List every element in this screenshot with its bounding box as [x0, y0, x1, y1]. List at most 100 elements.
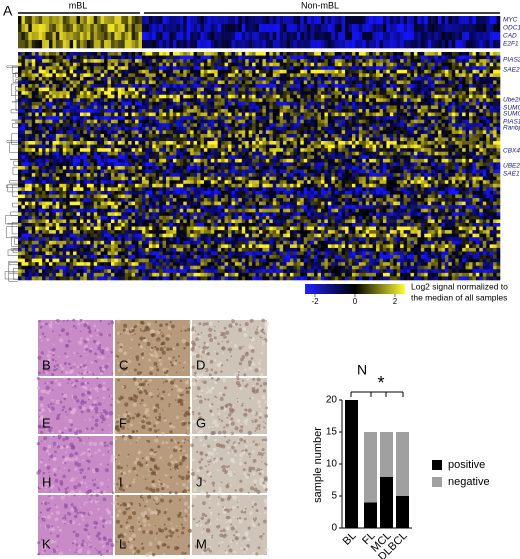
heatmap-cell	[162, 105, 167, 110]
heatmap-cell	[217, 109, 222, 113]
heatmap-cell	[310, 76, 315, 81]
heatmap-cell	[479, 69, 484, 74]
heatmap-cell	[18, 66, 22, 71]
heatmap-cell	[207, 155, 212, 160]
heatmap-cell	[121, 40, 126, 49]
heatmap-cell	[407, 112, 411, 117]
heatmap-cell	[482, 94, 487, 99]
heatmap-cell	[83, 80, 88, 85]
heatmap-cell	[417, 87, 422, 92]
heatmap-cell	[162, 62, 167, 67]
heatmap-cell	[203, 80, 208, 85]
heatmap-cell	[379, 109, 384, 113]
heatmap-cell	[162, 40, 167, 49]
heatmap-cell	[417, 55, 422, 60]
heatmap-cell	[317, 87, 322, 92]
heatmap-cell	[400, 24, 404, 33]
heatmap-cell	[482, 76, 487, 81]
heatmap-cell	[283, 69, 287, 74]
heatmap-cell	[141, 144, 146, 149]
heatmap-cell	[114, 24, 119, 33]
heatmap-cell	[124, 155, 129, 160]
heatmap-cell	[207, 119, 212, 124]
heatmap-cell	[489, 112, 494, 117]
heatmap-cell	[372, 141, 377, 145]
heatmap-cell	[265, 52, 270, 56]
heatmap-cell	[283, 141, 287, 145]
heatmap-cell	[276, 69, 280, 74]
heatmap-cell	[310, 87, 315, 92]
heatmap-cell	[320, 16, 325, 25]
heatmap-cell	[327, 69, 332, 74]
heatmap-cell	[224, 148, 229, 153]
heatmap-cell	[241, 155, 246, 160]
heatmap-cell	[183, 40, 187, 49]
heatmap-cell	[496, 84, 501, 88]
heatmap-cell	[265, 112, 270, 117]
heatmap-cell	[73, 119, 77, 124]
heatmap-cell	[107, 109, 112, 113]
heatmap-cell	[224, 155, 229, 160]
heatmap-cell	[197, 162, 201, 167]
heatmap-cell	[413, 151, 418, 156]
heatmap-cell	[489, 76, 494, 81]
heatmap-cell	[210, 116, 215, 120]
heatmap-cell	[417, 109, 422, 113]
heatmap-cell	[444, 116, 449, 120]
heatmap-cell	[100, 66, 105, 71]
heatmap-cell	[121, 76, 126, 81]
heatmap-cell	[97, 155, 101, 160]
heatmap-cell	[207, 91, 212, 96]
heatmap-cell	[145, 148, 150, 153]
heatmap-cell	[214, 148, 218, 153]
heatmap-cell	[327, 133, 332, 138]
heatmap-cell	[141, 109, 146, 113]
heatmap-cell	[59, 87, 64, 92]
heatmap-cell	[231, 112, 236, 117]
heatmap-cell	[448, 151, 453, 156]
heatmap-cell	[486, 105, 490, 110]
heatmap-cell	[217, 162, 222, 167]
heatmap-cell	[276, 148, 280, 153]
heatmap-cell	[93, 76, 98, 81]
heatmap-cell	[248, 73, 253, 78]
heatmap-cell	[382, 24, 387, 33]
heatmap-cell	[148, 91, 153, 96]
heatmap-cell	[424, 151, 428, 156]
heatmap-cell	[176, 62, 181, 67]
heatmap-cell	[382, 155, 387, 160]
heatmap-cell	[238, 130, 243, 135]
heatmap-cell	[438, 73, 442, 78]
heatmap-cell	[396, 59, 401, 63]
heatmap-cell	[197, 76, 201, 81]
heatmap-cell	[214, 101, 218, 106]
heatmap-cell	[372, 69, 377, 74]
heatmap-cell	[427, 66, 432, 71]
heatmap-cell	[121, 141, 126, 145]
heatmap-cell	[234, 32, 239, 41]
heatmap-cell	[24, 144, 29, 149]
heatmap-cell	[448, 105, 453, 110]
heatmap-cell	[221, 66, 225, 71]
heatmap-cell	[276, 98, 280, 103]
heatmap-cell	[400, 94, 404, 99]
heatmap-cell	[300, 73, 305, 78]
heatmap-cell	[376, 24, 380, 33]
heatmap-cell	[193, 137, 198, 142]
heatmap-cell	[117, 76, 122, 81]
heatmap-cell	[496, 16, 501, 25]
heatmap-cell	[79, 62, 84, 67]
heatmap-cell	[214, 87, 218, 92]
heatmap-cell	[128, 16, 132, 25]
heatmap-cell	[148, 155, 153, 160]
heatmap-cell	[469, 105, 473, 110]
heatmap-cell	[228, 32, 232, 41]
heatmap-cell	[286, 126, 291, 131]
heatmap-cell	[441, 130, 446, 135]
heatmap-cell	[148, 126, 153, 131]
heatmap-cell	[345, 16, 349, 25]
heatmap-cell	[296, 158, 301, 163]
heatmap-cell	[348, 155, 353, 160]
heatmap-cell	[18, 98, 22, 103]
heatmap-cell	[48, 126, 53, 131]
